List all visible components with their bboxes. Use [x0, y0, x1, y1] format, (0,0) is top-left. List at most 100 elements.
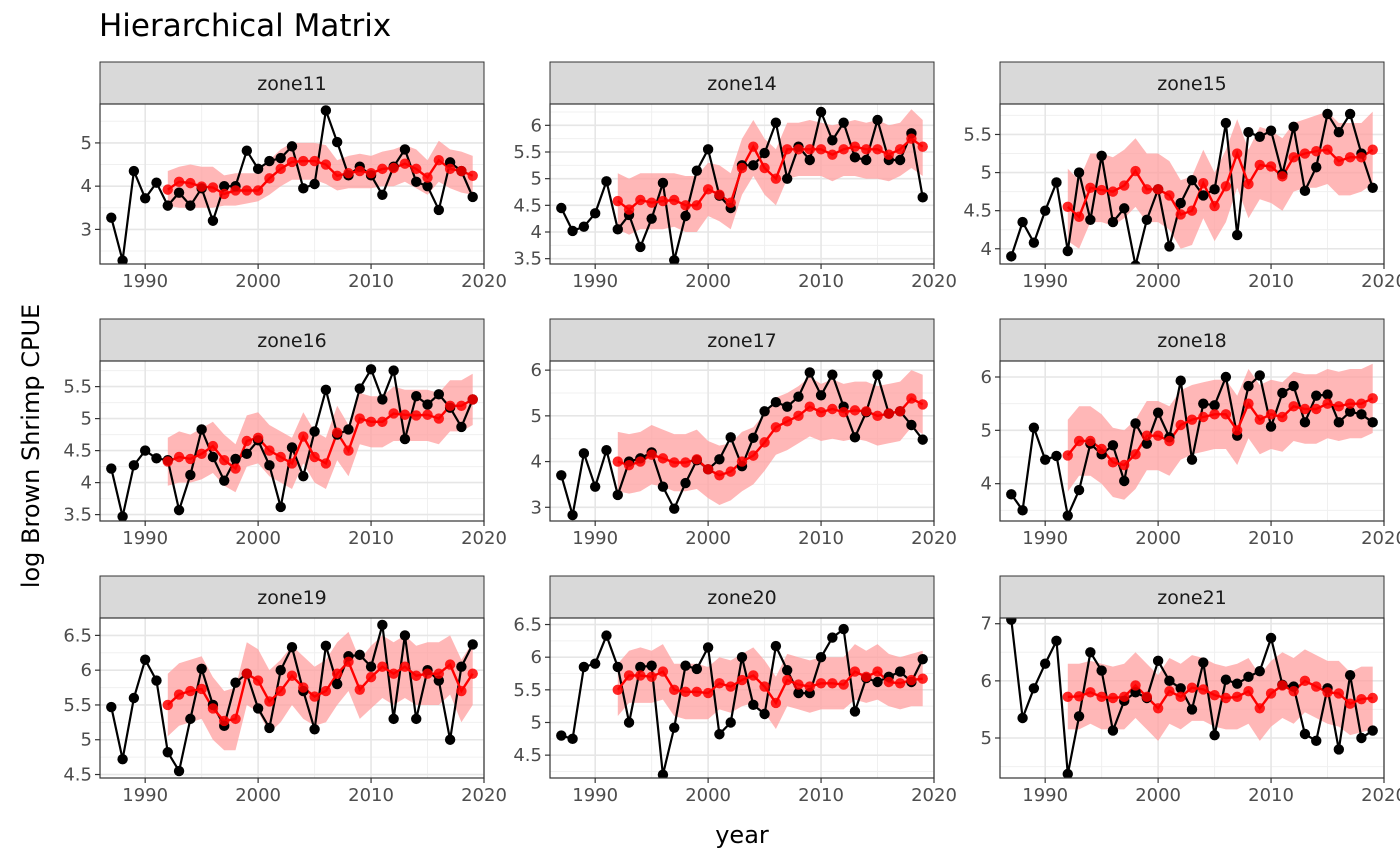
observed-point	[196, 663, 207, 674]
observed-point	[422, 399, 433, 410]
observed-point	[1344, 669, 1356, 681]
panel-data	[106, 105, 478, 264]
fitted-point	[691, 686, 703, 697]
panel-border	[549, 360, 935, 522]
fitted-point	[702, 687, 714, 699]
facet-panel-zone20: zone20 4.5 5 5.5 6 6.5 1990 2000 2010 2020	[513, 575, 957, 806]
fitted-point	[252, 675, 264, 686]
observed-point	[320, 384, 332, 395]
confidence-band	[1067, 363, 1373, 500]
observed-point	[1119, 203, 1130, 214]
x-tick-label: 2020	[911, 271, 957, 292]
observed-point	[298, 183, 309, 194]
y-tick-label: 6	[981, 367, 992, 388]
fitted-point	[1085, 435, 1096, 447]
y-tick-label: 6	[531, 360, 542, 381]
observed-point	[139, 193, 151, 204]
fitted-point	[467, 170, 478, 181]
y-tick-label: 4	[531, 222, 542, 243]
observed-point	[680, 477, 691, 489]
observed-point	[1209, 184, 1220, 195]
fitted-point	[286, 458, 298, 469]
observed-point	[1254, 665, 1265, 677]
fitted-point	[872, 144, 883, 155]
observed-point	[1311, 735, 1322, 747]
fitted-point	[1277, 171, 1288, 182]
fitted-point	[365, 167, 377, 179]
fitted-point	[1119, 691, 1130, 703]
fitted-point	[354, 413, 365, 424]
observed-point	[578, 221, 590, 232]
observed-point	[1051, 635, 1062, 647]
fitted-point	[1186, 414, 1198, 425]
observed-point	[139, 654, 151, 665]
fitted-point	[411, 163, 422, 175]
observed-point	[1367, 417, 1378, 428]
facet-strip	[549, 575, 935, 619]
fitted-point	[1119, 459, 1130, 471]
observed-point	[556, 730, 567, 741]
fitted-point	[230, 713, 241, 725]
observed-point	[1299, 185, 1311, 197]
fitted-point	[849, 405, 861, 416]
observed-point	[770, 396, 782, 408]
fitted-point	[456, 165, 467, 177]
observed-point	[1085, 647, 1096, 658]
observed-point	[917, 434, 928, 445]
observed-point	[601, 444, 612, 456]
observed-point	[1085, 214, 1096, 226]
observed-point	[578, 448, 590, 459]
observed-point	[1051, 450, 1062, 462]
observed-point	[736, 651, 748, 663]
fitted-point	[1311, 681, 1322, 692]
fitted-point	[1073, 435, 1085, 447]
observed-point	[1186, 454, 1198, 465]
fitted-point	[793, 144, 804, 155]
observed-point	[578, 661, 590, 673]
fitted-point	[196, 683, 207, 695]
observed-point	[1006, 489, 1017, 500]
y-tick-label: 3	[531, 497, 542, 518]
x-tick-label: 1990	[122, 271, 168, 292]
facet-strip-label: zone15	[1157, 73, 1227, 95]
fitted-point	[1243, 398, 1254, 409]
fitted-point	[849, 666, 861, 677]
fitted-point	[1277, 411, 1288, 423]
observed-point	[117, 511, 128, 521]
panel-border	[99, 617, 485, 779]
x-tick-label: 1990	[1022, 271, 1068, 292]
y-tick-label: 5	[81, 409, 92, 430]
x-tick-label: 2010	[798, 528, 844, 549]
x-axis-label: year	[715, 821, 769, 849]
fitted-point	[1209, 200, 1220, 212]
observed-point	[793, 687, 804, 699]
observed-point	[1299, 417, 1311, 428]
observed-point	[861, 154, 872, 166]
fitted-point	[612, 195, 623, 207]
observed-point	[725, 432, 736, 443]
fitted-point	[207, 182, 219, 193]
observed-point	[1152, 407, 1164, 418]
observed-point	[275, 501, 286, 513]
fitted-point	[1220, 692, 1232, 704]
fitted-point	[411, 410, 422, 421]
fitted-point	[894, 678, 906, 689]
fitted-point	[309, 155, 320, 167]
observed-point	[1028, 683, 1040, 694]
observed-point	[286, 642, 298, 653]
observed-point	[1220, 674, 1232, 685]
observed-point	[894, 666, 906, 677]
fitted-point	[1152, 430, 1164, 441]
observed-point	[815, 390, 827, 401]
panel-data	[556, 623, 928, 778]
observed-point	[1322, 108, 1333, 120]
observed-point	[1096, 150, 1107, 162]
fitted-point	[906, 393, 917, 404]
fitted-point	[377, 416, 388, 427]
fitted-point	[241, 435, 253, 447]
fitted-point	[1265, 161, 1277, 172]
x-tick-label: 1990	[122, 785, 168, 806]
observed-point	[1096, 665, 1107, 676]
facet-strip	[999, 318, 1385, 362]
fitted-point	[804, 681, 815, 692]
